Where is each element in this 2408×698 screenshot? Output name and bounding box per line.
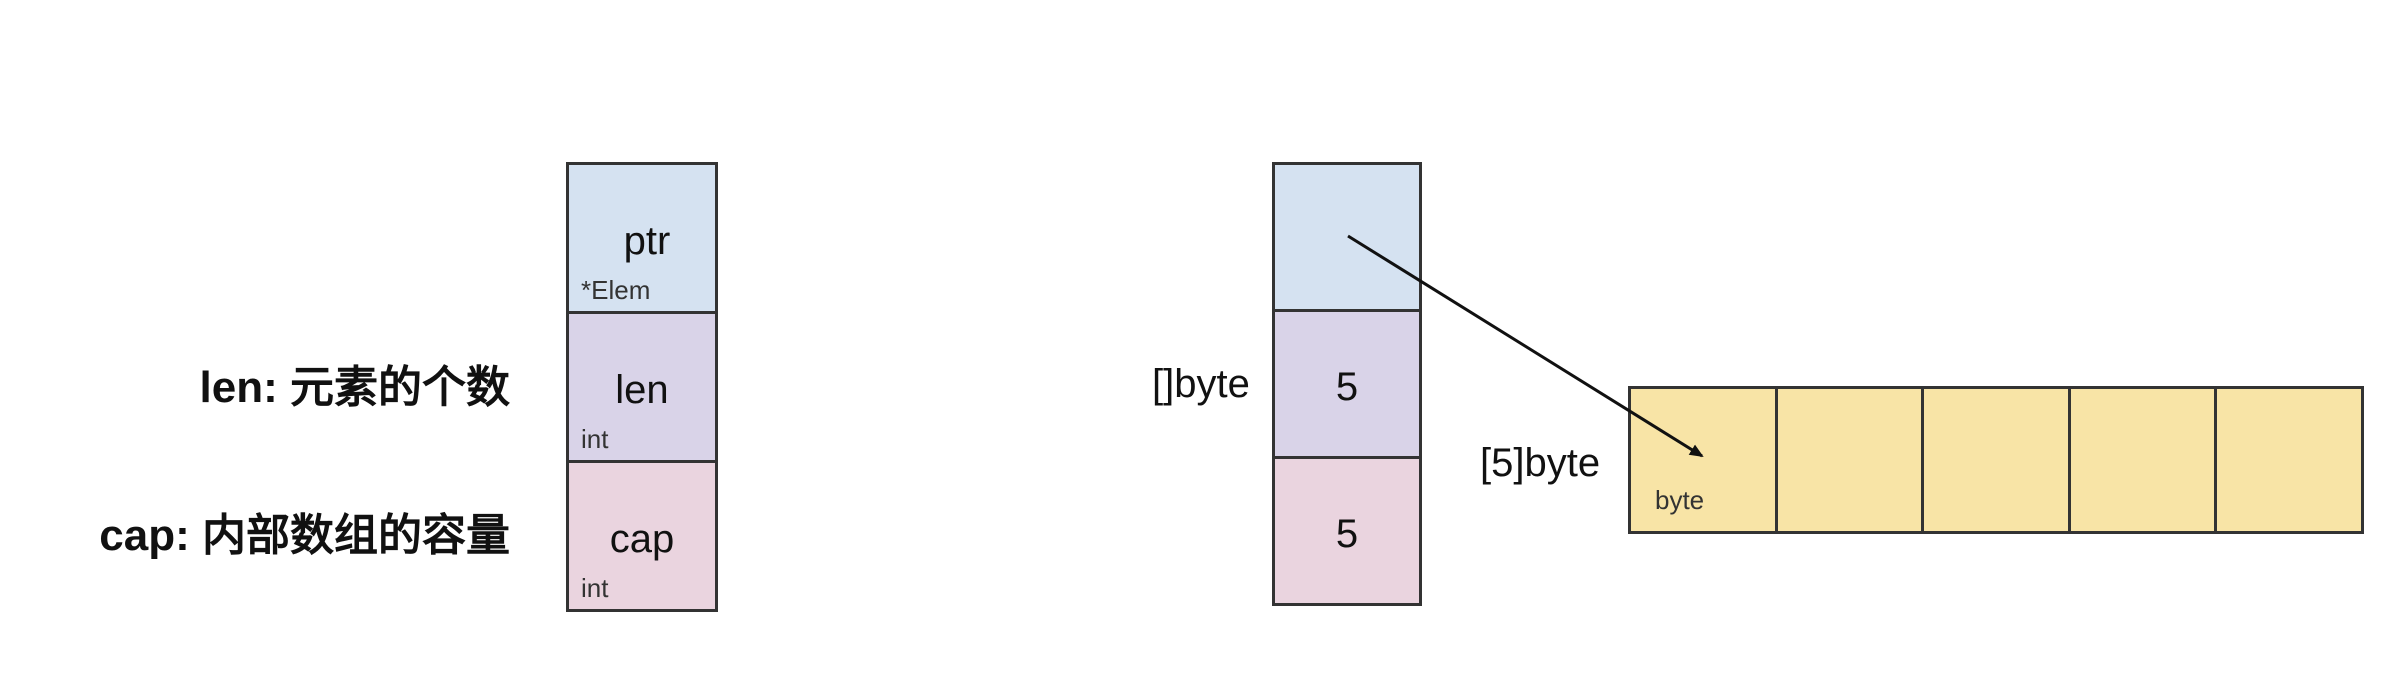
example-len-field: 5 xyxy=(1272,309,1422,459)
array-slot xyxy=(2071,389,2218,531)
backing-array: byte xyxy=(1628,386,2364,534)
cap-annotation: cap: 内部数组的容量 xyxy=(99,511,510,560)
cap-label: cap xyxy=(609,517,675,561)
array-type-label: [5]byte xyxy=(1480,441,1601,485)
example-len-value: 5 xyxy=(1335,365,1359,409)
slice-type-label: []byte xyxy=(1152,362,1250,406)
array-slot xyxy=(1924,389,2071,531)
array-slot xyxy=(1778,389,1925,531)
ptr-type: *Elem xyxy=(581,275,651,305)
len-annotation: len: 元素的个数 xyxy=(199,363,510,412)
cap-field: cap int xyxy=(566,460,718,612)
array-element-type: byte xyxy=(1655,485,1705,515)
array-slot: byte xyxy=(1631,389,1778,531)
ptr-label: ptr xyxy=(623,219,671,263)
example-cap-value: 5 xyxy=(1335,512,1359,556)
pointer-arrow-line xyxy=(1347,234,1704,458)
len-type: int xyxy=(581,424,609,454)
example-ptr-field xyxy=(1272,162,1422,312)
example-cap-field: 5 xyxy=(1272,456,1422,606)
len-label: len xyxy=(615,368,669,412)
ptr-field: ptr *Elem xyxy=(566,162,718,314)
cap-type: int xyxy=(581,573,609,603)
